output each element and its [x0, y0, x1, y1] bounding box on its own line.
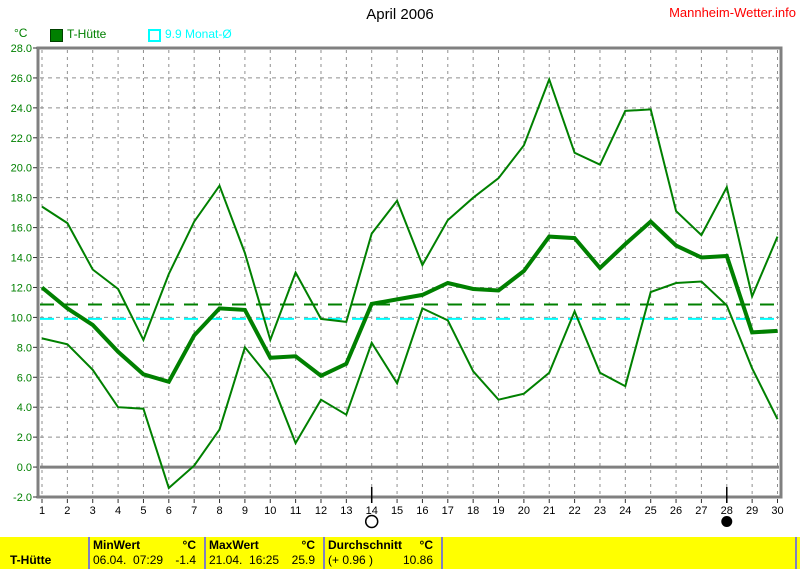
station-legend-swatch-icon — [50, 29, 63, 42]
svg-text:18: 18 — [467, 505, 479, 517]
summary-table: T-Hütte MinWert °C 06.04. 07:29 -1.4 Max… — [0, 537, 800, 569]
table-separator — [204, 537, 206, 569]
maxwert-unit: °C — [301, 538, 315, 552]
y-axis-unit-label: °C — [14, 26, 28, 40]
durchschnitt-header: Durchschnitt — [328, 538, 403, 552]
svg-text:27: 27 — [695, 505, 707, 517]
reference-lines — [40, 303, 779, 320]
temperature-chart: 28.026.024.022.020.018.016.014.012.010.0… — [11, 43, 784, 529]
durchschnitt-unit: °C — [419, 538, 433, 552]
page-title: April 2006 — [366, 6, 434, 23]
table-separator — [88, 537, 90, 569]
svg-text:8: 8 — [216, 505, 222, 517]
svg-text:11: 11 — [290, 505, 301, 517]
durchschnitt-value: 10.86 — [402, 553, 433, 567]
minwert-unit: °C — [182, 538, 196, 552]
temperature-series — [40, 76, 779, 490]
svg-text:10: 10 — [264, 505, 276, 517]
svg-text:5: 5 — [140, 505, 146, 517]
svg-text:2.0: 2.0 — [17, 432, 32, 444]
svg-text:7: 7 — [191, 505, 197, 517]
svg-text:17: 17 — [442, 505, 454, 517]
svg-text:2: 2 — [64, 505, 70, 517]
series-line — [40, 218, 778, 385]
svg-text:25: 25 — [645, 505, 657, 517]
monthly-avg-legend-label: 9.9 Monat-Ø — [165, 27, 232, 41]
site-link[interactable]: Mannheim-Wetter.info — [669, 5, 796, 20]
svg-text:20: 20 — [518, 505, 530, 517]
table-separator — [323, 537, 325, 569]
table-separator — [441, 537, 443, 569]
svg-text:14: 14 — [366, 505, 378, 517]
moon-phase-markers — [364, 487, 733, 529]
full-moon-icon — [364, 514, 379, 529]
svg-text:13: 13 — [340, 505, 352, 517]
svg-text:28.0: 28.0 — [11, 43, 32, 55]
svg-text:19: 19 — [492, 505, 504, 517]
svg-text:-2.0: -2.0 — [13, 492, 32, 504]
svg-text:29: 29 — [746, 505, 758, 517]
svg-text:4.0: 4.0 — [17, 402, 32, 414]
svg-text:24.0: 24.0 — [11, 103, 32, 115]
maxwert-value: 25.9 — [291, 553, 315, 567]
svg-text:12.0: 12.0 — [11, 282, 32, 294]
svg-text:1: 1 — [39, 505, 45, 517]
new-moon-icon — [721, 516, 733, 527]
svg-text:24: 24 — [619, 505, 631, 517]
svg-text:22.0: 22.0 — [11, 133, 32, 145]
svg-text:6: 6 — [166, 505, 172, 517]
svg-text:22: 22 — [568, 505, 580, 517]
durchschnitt-column: Durchschnitt °C (+ 0.96 ) 10.86 — [323, 537, 441, 569]
svg-text:30: 30 — [771, 505, 783, 517]
durchschnitt-deviation: (+ 0.96 ) — [328, 553, 374, 567]
minwert-column: MinWert °C 06.04. 07:29 -1.4 — [88, 537, 204, 569]
svg-text:16.0: 16.0 — [11, 223, 32, 235]
minwert-header: MinWert — [93, 538, 141, 552]
table-separator — [795, 537, 797, 569]
table-row-label: T-Hütte — [10, 553, 52, 567]
svg-text:6.0: 6.0 — [17, 372, 32, 384]
plot-frame — [36, 46, 783, 499]
station-legend-label: T-Hütte — [67, 27, 107, 41]
svg-text:16: 16 — [416, 505, 428, 517]
svg-text:15: 15 — [391, 505, 403, 517]
svg-text:9: 9 — [242, 505, 248, 517]
minwert-date: 06.04. 07:29 — [93, 553, 164, 567]
y-axis: 28.0 26.0 24.0 22.0 20.0 18.0 16.0 14.0 12.0 10.0… — [11, 43, 37, 504]
series-line — [41, 280, 779, 490]
maxwert-header: MaxWert — [209, 538, 259, 552]
svg-text:28: 28 — [721, 505, 733, 517]
svg-text:23: 23 — [594, 505, 606, 517]
svg-text:26.0: 26.0 — [11, 73, 32, 85]
svg-text:8.0: 8.0 — [17, 342, 32, 354]
svg-text:14.0: 14.0 — [11, 253, 32, 265]
maxwert-date: 21.04. 16:25 — [209, 553, 280, 567]
svg-text:0.0: 0.0 — [17, 462, 32, 474]
maxwert-column: MaxWert °C 21.04. 16:25 25.9 — [204, 537, 323, 569]
svg-text:18.0: 18.0 — [11, 193, 32, 205]
gridlines — [40, 50, 779, 495]
series-line — [41, 76, 779, 344]
minwert-value: -1.4 — [175, 553, 196, 567]
svg-text:10.0: 10.0 — [11, 312, 32, 324]
svg-text:26: 26 — [670, 505, 682, 517]
svg-text:3: 3 — [90, 505, 96, 517]
svg-text:21: 21 — [543, 505, 555, 517]
monthly-avg-legend-swatch-icon — [148, 29, 161, 42]
svg-text:12: 12 — [315, 505, 327, 517]
svg-text:20.0: 20.0 — [11, 163, 32, 175]
svg-text:4: 4 — [115, 505, 121, 517]
x-axis: 1 2 3 4 5 6 7 8 9 10 11 12 13 14 15 16 17 18 19 20 21 22 23 24 2… — [39, 499, 784, 517]
